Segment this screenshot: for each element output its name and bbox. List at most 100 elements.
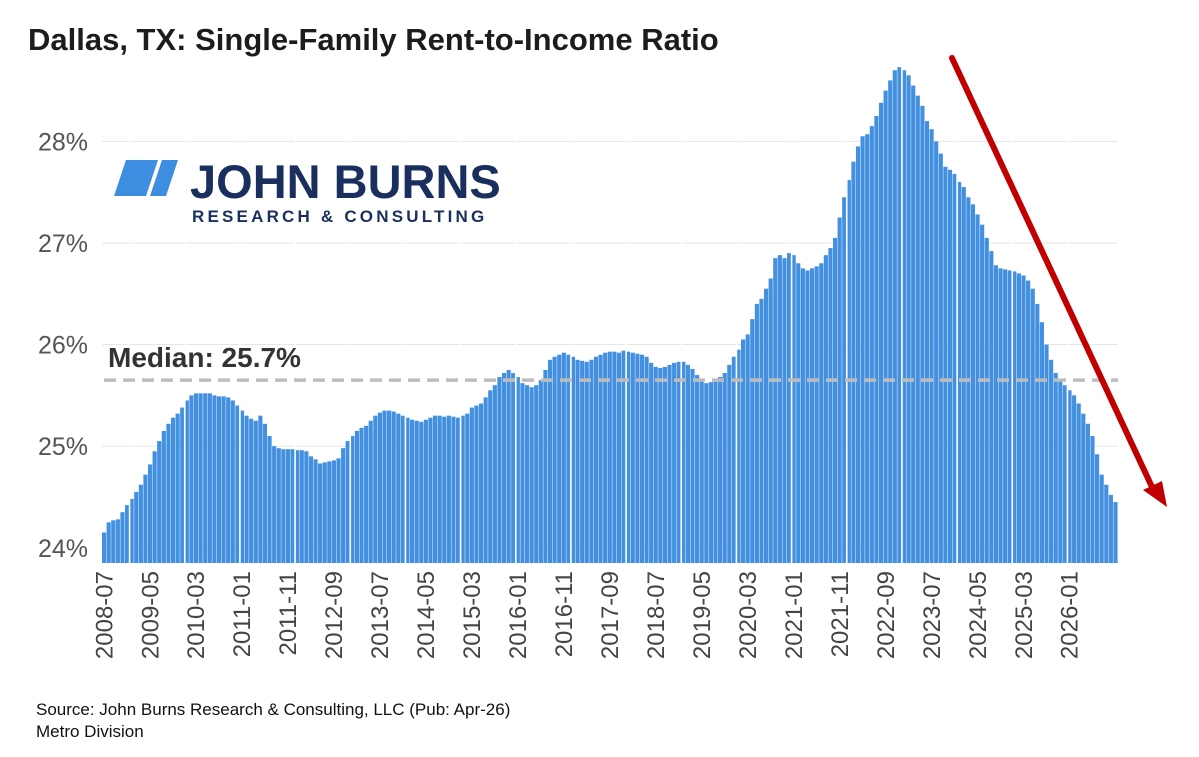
bar xyxy=(455,417,461,563)
bar xyxy=(295,450,300,563)
bar xyxy=(1053,373,1058,563)
trend-arrow-annotation xyxy=(949,55,1167,507)
trend-arrow-shaft xyxy=(949,55,1155,490)
bar xyxy=(152,451,157,563)
bar xyxy=(396,413,401,563)
bar xyxy=(203,393,208,563)
bar xyxy=(359,427,364,563)
bar xyxy=(598,354,603,563)
bar xyxy=(138,484,143,563)
bar xyxy=(451,416,456,563)
bar xyxy=(538,380,543,563)
bar xyxy=(616,352,622,563)
bar xyxy=(1016,273,1022,563)
bar xyxy=(892,70,897,564)
bar xyxy=(984,237,989,563)
bar xyxy=(501,373,507,563)
y-tick-label: 25% xyxy=(38,433,88,461)
bar xyxy=(630,352,635,563)
bar xyxy=(249,418,254,563)
y-tick-label: 26% xyxy=(38,332,88,360)
bar xyxy=(543,369,548,563)
bar xyxy=(957,182,962,563)
median-label: Median: 25.7% xyxy=(108,342,301,373)
bar xyxy=(635,353,640,563)
bar xyxy=(1012,271,1017,563)
bar xyxy=(120,512,125,563)
bar xyxy=(1039,322,1044,563)
bar xyxy=(212,395,217,563)
x-tick-label: 2008-07 xyxy=(91,571,118,659)
bar xyxy=(1095,454,1100,563)
logo: JOHN BURNS RESEARCH & CONSULTING xyxy=(114,155,501,226)
bar xyxy=(906,75,911,563)
source-note: Source: John Burns Research & Consulting… xyxy=(36,700,511,719)
bar xyxy=(515,377,520,563)
bar xyxy=(846,179,851,563)
bar xyxy=(777,255,782,563)
bar xyxy=(584,361,589,563)
bar xyxy=(143,474,148,563)
bar xyxy=(626,351,631,563)
bar xyxy=(823,255,828,563)
x-tick-label: 2019-05 xyxy=(689,571,716,659)
bar xyxy=(685,364,691,563)
bar xyxy=(639,354,645,563)
bar xyxy=(934,141,939,564)
bar xyxy=(226,397,231,563)
bar xyxy=(557,354,562,563)
bar xyxy=(787,253,792,563)
bar xyxy=(400,415,405,563)
bar xyxy=(239,410,245,563)
bar xyxy=(478,403,484,563)
bar xyxy=(258,415,263,563)
bar xyxy=(230,400,235,563)
bar xyxy=(446,415,451,563)
x-tick-label: 2010-03 xyxy=(183,571,210,659)
bar xyxy=(469,407,474,563)
bar xyxy=(483,397,488,563)
bar xyxy=(157,441,162,563)
bar xyxy=(593,356,599,563)
bar xyxy=(800,268,805,563)
y-tick-label: 27% xyxy=(38,230,88,258)
bar xyxy=(377,412,382,563)
bar xyxy=(1035,303,1040,563)
bar xyxy=(998,268,1003,563)
x-tick-label: 2013-07 xyxy=(367,571,394,659)
bar xyxy=(727,364,732,563)
bar xyxy=(695,375,700,563)
bar xyxy=(170,417,176,563)
bar xyxy=(621,350,626,563)
bar xyxy=(943,166,948,563)
bar xyxy=(897,67,902,563)
bar xyxy=(860,136,865,563)
division-note: Metro Division xyxy=(36,722,144,741)
bar xyxy=(809,268,815,563)
bar xyxy=(814,266,819,563)
bar xyxy=(603,352,608,563)
bar xyxy=(124,505,130,563)
bar xyxy=(244,415,249,563)
bars xyxy=(102,55,1118,564)
bar xyxy=(566,354,571,563)
bar xyxy=(704,383,709,563)
bar xyxy=(1030,288,1035,563)
bar xyxy=(115,519,120,563)
bar xyxy=(276,448,281,563)
bar xyxy=(318,463,323,563)
bar xyxy=(313,459,318,563)
bar xyxy=(607,351,612,563)
bar xyxy=(855,146,861,563)
bar xyxy=(336,458,341,563)
x-tick-label: 2020-03 xyxy=(735,571,762,659)
bar xyxy=(428,417,433,563)
bar xyxy=(722,373,727,563)
bar xyxy=(207,393,212,563)
bar xyxy=(281,449,286,563)
bar xyxy=(718,377,723,563)
y-tick-label: 24% xyxy=(38,535,88,563)
bar xyxy=(690,368,695,563)
bar xyxy=(832,237,838,563)
y-tick-label: 28% xyxy=(38,128,88,156)
